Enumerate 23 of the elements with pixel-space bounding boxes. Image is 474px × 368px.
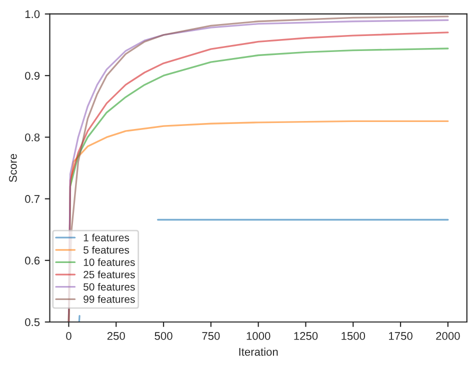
y-tick-label: 0.7 [25,195,40,203]
x-tick-label: 0 [66,332,72,340]
x-tick-label: 1500 [342,332,366,340]
legend-label: 99 features [84,295,135,303]
x-tick-label: 1000 [246,332,270,340]
legend-label: 10 features [84,258,135,266]
y-tick-label: 0.5 [25,318,40,326]
x-tick-label: 250 [107,332,125,340]
legend-label: 1 features [84,234,130,242]
y-tick-label: 0.6 [25,256,40,265]
x-tick-label: 2000 [436,332,460,340]
y-axis-title: Score [8,154,17,182]
y-tick-label: 0.9 [25,72,40,80]
y-tick-label: 0.8 [25,133,40,142]
x-tick-label: 500 [154,332,172,340]
x-tick-label: 1750 [389,332,412,340]
y-tick-label: 1.0 [25,10,40,18]
legend-label: 5 features [84,246,130,254]
x-tick-label: 1250 [294,332,318,340]
legend-label: 50 features [84,282,135,291]
x-tick-label: 750 [202,332,220,340]
x-axis-title: Iteration [239,348,278,356]
legend-label: 25 features [84,270,135,278]
